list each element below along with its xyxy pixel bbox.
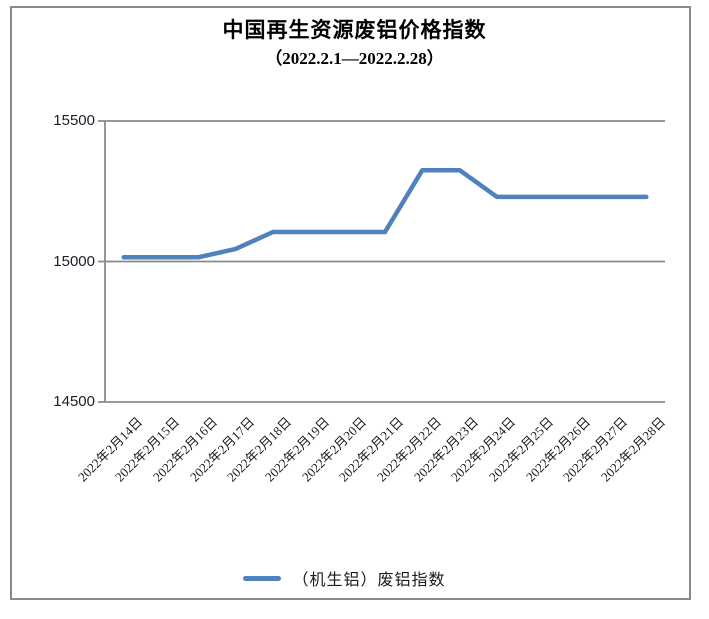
y-axis-label-15500: 15500 bbox=[53, 112, 95, 129]
price-index-line bbox=[121, 167, 649, 260]
legend-line-icon bbox=[243, 575, 282, 581]
legend-series-label: （机生铝）废铝指数 bbox=[292, 572, 446, 589]
chart-title: 中国再生资源废铝价格指数 bbox=[222, 18, 487, 42]
y-axis-label-15000: 15000 bbox=[53, 252, 95, 270]
y-axis-label-14500: 14500 bbox=[53, 393, 95, 410]
legend: （机生铝）废铝指数 bbox=[0, 566, 699, 590]
chart-outer-border bbox=[10, 6, 691, 600]
chart-subtitle: （2022.2.1—2022.2.28） bbox=[265, 49, 444, 68]
